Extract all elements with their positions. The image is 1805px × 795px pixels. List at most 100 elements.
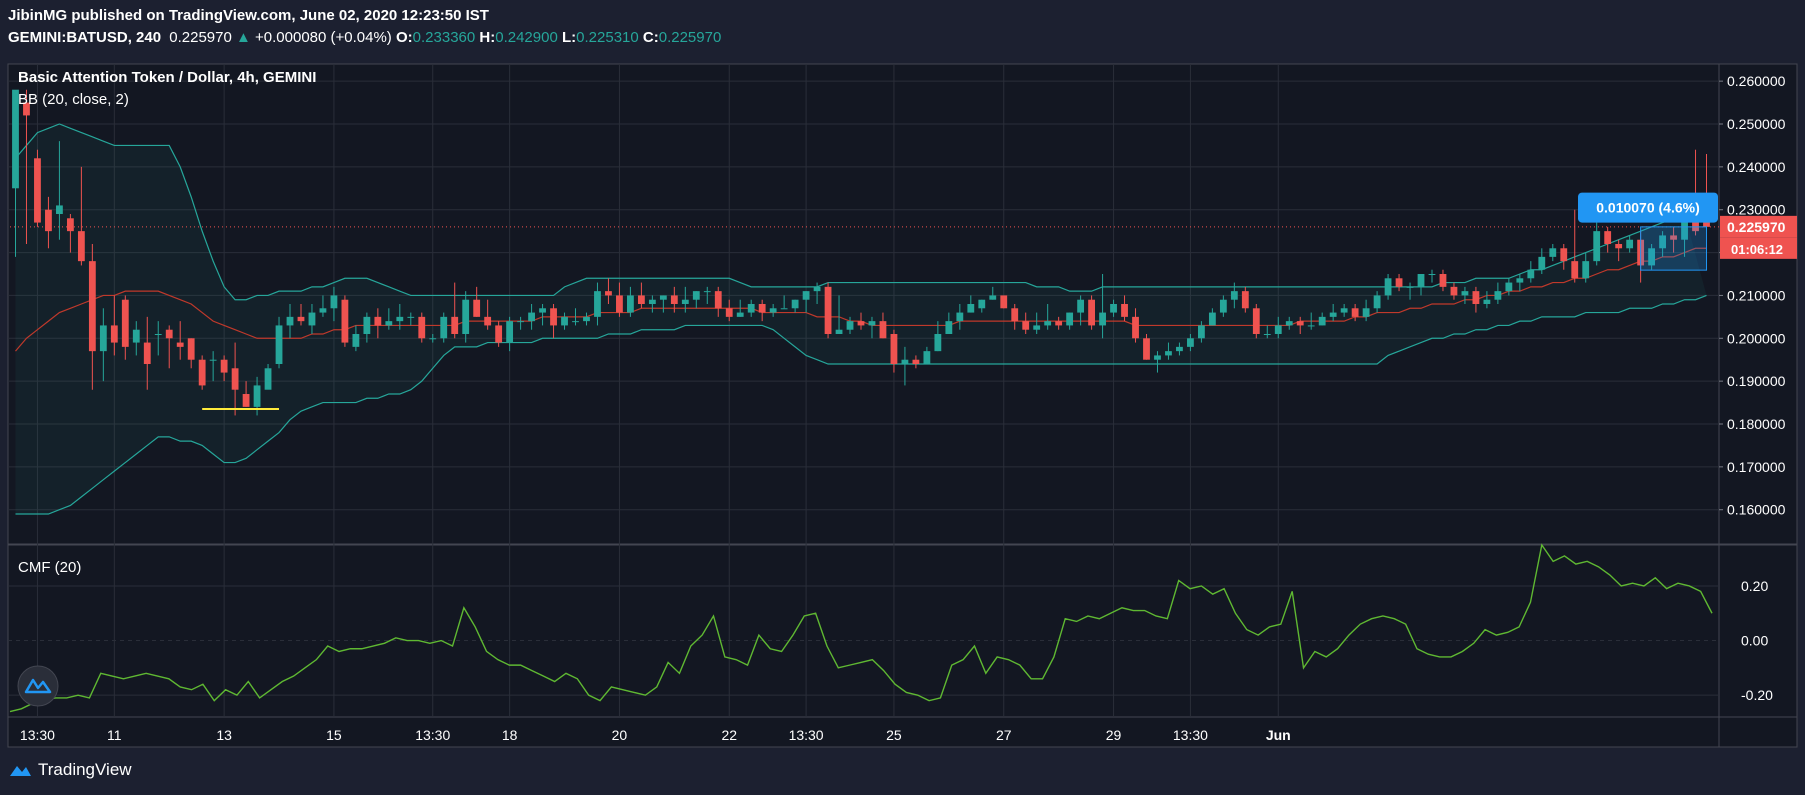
symbol-name[interactable]: GEMINI:BATUSD, 240 (8, 29, 162, 46)
candle-body (1143, 338, 1150, 360)
scroll-button[interactable] (17, 665, 59, 707)
candle (1011, 304, 1019, 330)
footer-brand[interactable]: TradingView (8, 760, 132, 780)
candle-body (297, 316, 305, 322)
candle (583, 312, 590, 326)
candle-body (99, 325, 107, 352)
candle-body (56, 205, 63, 214)
candle (99, 308, 107, 382)
candle (1329, 304, 1337, 322)
candle-body (1329, 312, 1337, 317)
candle (1033, 312, 1041, 334)
candle (835, 295, 843, 334)
candle-body (110, 325, 118, 343)
candle-body (1626, 239, 1634, 249)
candle (165, 325, 173, 369)
candle-body (77, 231, 85, 262)
candle (769, 304, 777, 317)
candle-body (88, 261, 96, 352)
candle (539, 304, 546, 326)
open-value: 0.233360 (412, 29, 476, 46)
candle (1044, 304, 1052, 330)
candle-body (1132, 316, 1139, 339)
publisher-line: JibinMG published on TradingView.com, Ju… (8, 7, 489, 24)
candle-body (802, 291, 810, 300)
candle (88, 244, 96, 390)
candle-body (572, 321, 579, 323)
candle-body (1219, 299, 1227, 313)
candle-body (275, 325, 283, 364)
candle (23, 89, 30, 244)
candle (868, 316, 876, 339)
candle (451, 282, 459, 339)
candle (319, 295, 327, 317)
candle-body (1318, 316, 1326, 326)
candle (1274, 316, 1282, 339)
candle-body (1055, 321, 1063, 326)
candle (1208, 308, 1216, 326)
candle-body (1285, 321, 1293, 326)
high-value: 0.242900 (495, 29, 558, 46)
candle-body (34, 158, 41, 223)
candle-body (758, 304, 766, 313)
candle (989, 286, 997, 300)
candle (1549, 244, 1557, 262)
candle (1615, 239, 1623, 262)
candle (627, 286, 634, 317)
countdown-tag (1720, 237, 1797, 259)
candle-body (1340, 308, 1348, 313)
candle-body (1505, 282, 1513, 292)
close-value: 0.225970 (658, 29, 722, 46)
bb-indicator-label[interactable]: BB (20, close, 2) (18, 91, 129, 108)
last-price-tag-text: 0.225970 (1727, 219, 1786, 235)
candle-body (1011, 308, 1019, 322)
cmf-indicator-label[interactable]: CMF (20) (18, 559, 81, 576)
candle-body (1428, 274, 1436, 275)
candle-body (1560, 248, 1568, 262)
cmf-pane[interactable] (7, 544, 1720, 718)
candle-body (385, 321, 393, 326)
candle-body (352, 334, 360, 347)
candle (1318, 312, 1326, 326)
candle (1000, 295, 1008, 309)
candle (945, 312, 953, 334)
candle-body (473, 299, 481, 317)
candle (1472, 286, 1480, 313)
bb-lower-line (15, 294, 1707, 515)
candle-body (890, 334, 898, 364)
time-axis-ticks: 13:30 11 13 15 13:30 18 20 22 13:30 25 27 29 13:30 Ju… (20, 727, 1291, 743)
candle-body (923, 351, 931, 364)
candle (1263, 325, 1271, 339)
last-price-tag (1720, 215, 1797, 238)
candle-body (12, 89, 19, 189)
candle-body (978, 299, 986, 309)
candle-body (1571, 261, 1579, 279)
candle-body (1549, 248, 1557, 257)
tradingview-cloud-icon (10, 766, 31, 776)
candle (670, 286, 678, 313)
candle (231, 342, 239, 416)
candle-body (692, 291, 700, 300)
candle-body (495, 325, 503, 343)
candle (1230, 282, 1238, 309)
candle-body (1494, 291, 1502, 300)
candle (286, 304, 294, 339)
candle (616, 282, 623, 317)
cmf-axis[interactable] (1718, 544, 1798, 718)
candle-body (1274, 325, 1282, 334)
time-axis[interactable] (7, 716, 1720, 748)
candle (802, 291, 810, 313)
candle-body (154, 334, 162, 335)
candle-body (429, 338, 437, 340)
price-axis[interactable] (1718, 63, 1798, 545)
candle (264, 364, 272, 390)
candle (1252, 304, 1260, 339)
candle-body (1296, 321, 1304, 326)
candle-body (780, 308, 788, 310)
candle (659, 295, 667, 313)
candle (330, 286, 338, 322)
candle-body (747, 304, 755, 313)
candle (352, 325, 360, 352)
candle (912, 355, 920, 369)
